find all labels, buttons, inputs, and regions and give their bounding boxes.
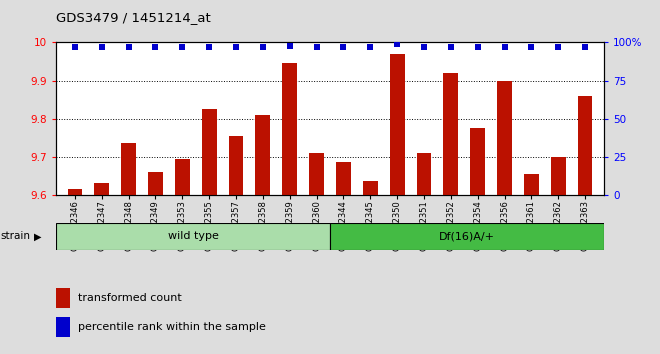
Text: transformed count: transformed count xyxy=(78,293,182,303)
Bar xyxy=(309,153,324,195)
Bar xyxy=(56,223,330,250)
Bar xyxy=(551,156,566,195)
Bar xyxy=(175,159,189,195)
Text: percentile rank within the sample: percentile rank within the sample xyxy=(78,322,266,332)
Bar xyxy=(330,223,604,250)
Bar xyxy=(578,96,593,195)
Bar xyxy=(282,63,297,195)
Bar xyxy=(471,128,485,195)
Bar xyxy=(416,153,432,195)
Bar xyxy=(202,109,216,195)
Text: ▶: ▶ xyxy=(34,231,42,241)
Bar xyxy=(444,73,458,195)
Bar xyxy=(336,162,351,195)
Bar xyxy=(524,174,539,195)
Text: Df(16)A/+: Df(16)A/+ xyxy=(439,231,495,241)
Bar xyxy=(56,316,70,337)
Text: strain: strain xyxy=(1,231,30,241)
Bar xyxy=(56,288,70,308)
Bar xyxy=(363,181,378,195)
Text: GDS3479 / 1451214_at: GDS3479 / 1451214_at xyxy=(56,11,211,24)
Bar xyxy=(148,172,163,195)
Text: wild type: wild type xyxy=(168,231,218,241)
Bar xyxy=(228,136,244,195)
Bar xyxy=(121,143,136,195)
Bar xyxy=(67,189,82,195)
Bar xyxy=(94,183,109,195)
Bar xyxy=(497,80,512,195)
Bar xyxy=(390,54,405,195)
Bar xyxy=(255,115,270,195)
